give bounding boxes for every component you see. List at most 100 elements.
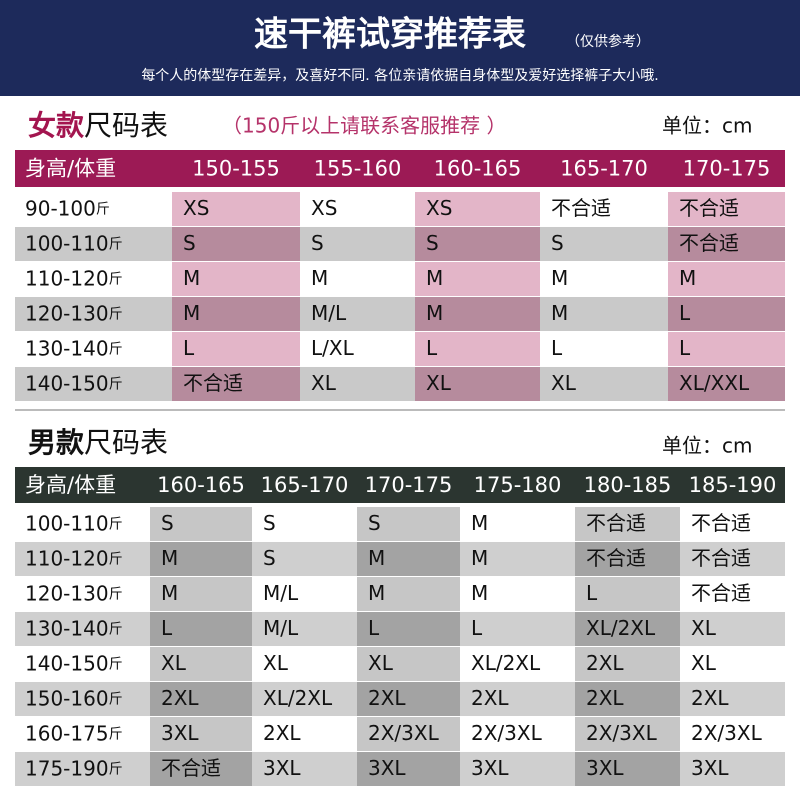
highlight-cell <box>668 367 785 401</box>
table-header-bg <box>15 467 785 503</box>
highlight-cell <box>150 542 252 576</box>
size-cell: L <box>679 301 691 325</box>
size-cell: XL <box>161 651 187 675</box>
women-title-bold: 女款 <box>28 109 85 142</box>
size-cell: S <box>263 546 276 570</box>
size-cell: L <box>586 581 598 605</box>
size-cell: XS <box>426 196 452 220</box>
row-weight: 120-130 <box>25 301 109 325</box>
size-cell: L/XL <box>311 336 355 360</box>
size-cell: XL/2XL <box>586 616 656 640</box>
row-weight-unit: 斤 <box>109 237 123 253</box>
highlight-cell <box>172 227 300 261</box>
row-weight-unit: 斤 <box>109 377 123 393</box>
highlight-cell <box>575 507 680 541</box>
size-cell: S <box>368 511 381 535</box>
row-label: 110-120斤 <box>25 546 123 570</box>
size-cell: 不合适 <box>679 231 739 255</box>
highlight-cell <box>668 332 785 366</box>
page-title: 速干裤试穿推荐表 <box>254 15 526 55</box>
size-cell: 3XL <box>161 721 199 745</box>
highlight-cell <box>668 192 785 226</box>
size-cell: 不合适 <box>691 546 751 570</box>
highlight-cell <box>575 717 680 751</box>
column-header: 185-190 <box>689 473 777 497</box>
column-header: 160-165 <box>434 157 522 181</box>
page-subtitle: 每个人的体型存在差异，及喜好不同. 各位亲请依据自身体型及爱好选择裤子大小哦. <box>141 68 658 84</box>
size-cell: M <box>426 266 443 290</box>
row-weight: 110-120 <box>25 546 109 570</box>
row-label: 130-140斤 <box>25 616 123 640</box>
men-unit: 单位：cm <box>662 434 752 458</box>
row-bg <box>15 227 785 261</box>
row-label: 140-150斤 <box>25 371 123 395</box>
size-cell: 3XL <box>471 756 509 780</box>
size-cell: XL <box>311 371 337 395</box>
size-cell: 3XL <box>368 756 406 780</box>
row-label: 130-140斤 <box>25 336 123 360</box>
table-header-bg <box>15 150 785 187</box>
size-cell: 2XL <box>586 686 624 710</box>
size-cell: 2X/3XL <box>691 721 763 745</box>
highlight-cell <box>172 332 300 366</box>
row-label: 175-190斤 <box>25 756 123 780</box>
women-note: （150斤以上请联系客服推荐 ） <box>222 114 507 138</box>
size-cell: M/L <box>263 581 299 605</box>
row-weight-unit: 斤 <box>109 587 123 603</box>
highlight-cell <box>357 717 460 751</box>
size-cell: XL <box>551 371 577 395</box>
size-cell: 2X/3XL <box>368 721 440 745</box>
row-label: 100-110斤 <box>25 231 123 255</box>
size-cell: M <box>471 546 488 570</box>
size-cell: M <box>161 546 178 570</box>
highlight-cell <box>150 577 252 611</box>
women-unit: 单位：cm <box>662 114 752 138</box>
size-cell: S <box>263 511 276 535</box>
highlight-cell <box>172 262 300 296</box>
row-weight: 120-130 <box>25 581 109 605</box>
size-cell: 不合适 <box>586 511 646 535</box>
row-weight-unit: 斤 <box>109 307 123 323</box>
highlight-cell <box>575 682 680 716</box>
size-cell: L <box>161 616 173 640</box>
highlight-cell <box>575 647 680 681</box>
column-header: 身高/体重 <box>25 157 116 181</box>
row-weight-unit: 斤 <box>109 272 123 288</box>
row-weight-unit: 斤 <box>109 727 123 743</box>
men-title: 男款尺码表 <box>28 426 168 459</box>
women-title-rest: 尺码表 <box>84 109 168 142</box>
size-cell: 2XL <box>586 651 624 675</box>
row-weight-unit: 斤 <box>109 342 123 358</box>
row-label: 160-175斤 <box>25 721 123 745</box>
row-label: 110-120斤 <box>25 266 123 290</box>
size-cell: XS <box>311 196 337 220</box>
row-weight: 130-140 <box>25 616 109 640</box>
size-cell: 2X/3XL <box>471 721 543 745</box>
size-cell: 2XL <box>263 721 301 745</box>
size-cell: 不合适 <box>691 581 751 605</box>
row-bg <box>15 192 785 226</box>
size-cell: XL/XXL <box>679 371 750 395</box>
row-label: 140-150斤 <box>25 651 123 675</box>
size-cell: 2XL <box>368 686 406 710</box>
column-header: 150-155 <box>192 157 280 181</box>
column-header: 155-160 <box>314 157 402 181</box>
size-cell: XL <box>426 371 452 395</box>
row-weight: 90-100 <box>25 196 96 220</box>
size-cell: S <box>426 231 439 255</box>
row-label: 90-100斤 <box>25 196 110 220</box>
row-weight: 175-190 <box>25 756 109 780</box>
size-cell: M <box>183 301 200 325</box>
size-cell: M <box>183 266 200 290</box>
highlight-cell <box>150 752 252 786</box>
highlight-cell <box>150 507 252 541</box>
row-bg <box>15 297 785 331</box>
size-cell: S <box>311 231 324 255</box>
column-header: 165-170 <box>261 473 349 497</box>
row-weight: 140-150 <box>25 371 109 395</box>
highlight-cell <box>575 752 680 786</box>
highlight-cell <box>357 542 460 576</box>
size-cell: 2XL <box>161 686 199 710</box>
size-cell: L <box>183 336 195 360</box>
highlight-cell <box>357 577 460 611</box>
